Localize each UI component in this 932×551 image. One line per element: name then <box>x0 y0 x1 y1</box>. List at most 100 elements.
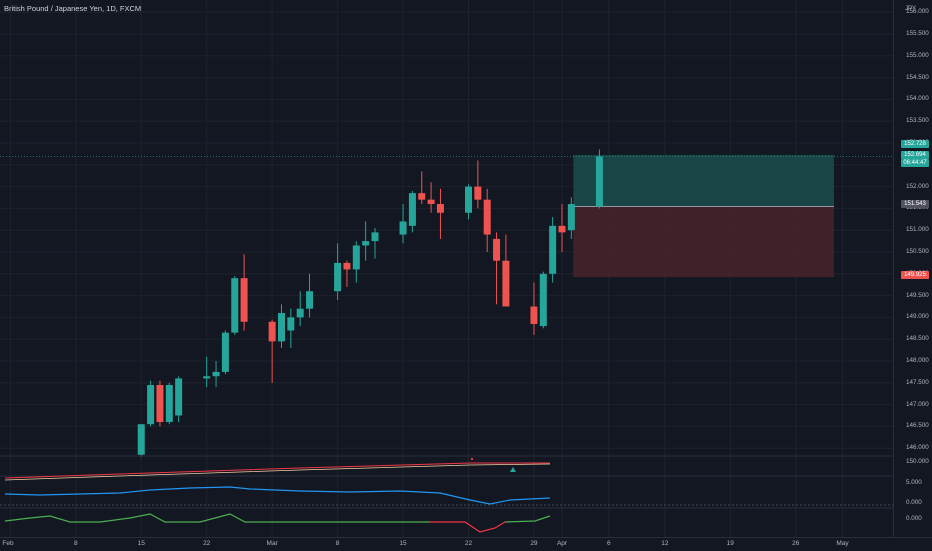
candle <box>306 273 314 318</box>
candle <box>296 291 304 327</box>
oscillator-line-green <box>4 513 430 523</box>
loss-zone <box>573 206 834 278</box>
profit-zone <box>573 154 834 207</box>
price-tick-label: 154.000 <box>906 95 929 103</box>
time-tick-label: 8 <box>335 540 340 547</box>
candle <box>530 282 538 335</box>
candle-body <box>221 332 229 372</box>
time-tick-label: May <box>836 540 849 547</box>
indicator-tick-label: 0.000 <box>906 515 922 522</box>
price-tick-label: 155.500 <box>906 30 929 37</box>
time-tick-label: 26 <box>792 540 800 547</box>
candle-body <box>530 306 538 324</box>
oscillator-line-green <box>504 515 551 523</box>
candle-body <box>352 245 360 270</box>
price-tick-label: 146.500 <box>906 422 929 430</box>
candle-body <box>212 371 220 377</box>
indicator-panes <box>0 455 893 533</box>
chart-grid <box>0 0 893 537</box>
countdown-tag: 06:44:47 <box>901 159 929 167</box>
candle <box>371 228 379 259</box>
oscillator-line-blue <box>4 486 551 505</box>
candle-body <box>549 225 557 274</box>
price-tick-label: 153.500 <box>906 117 929 125</box>
time-tick-label: Feb <box>2 540 14 547</box>
last-price-tag: 152.694 <box>901 151 929 159</box>
candle-body <box>418 193 426 200</box>
time-tick-label: 29 <box>530 540 538 547</box>
price-tick-label: 149.500 <box>906 291 929 299</box>
candle <box>343 260 351 287</box>
candle-body <box>278 313 285 342</box>
candle <box>334 243 342 300</box>
time-tick-label: Mar <box>266 540 278 547</box>
price-tick-label: 155.000 <box>906 51 929 59</box>
signal-marker <box>471 458 473 460</box>
candle <box>175 376 183 423</box>
candle <box>231 275 239 335</box>
price-tick-label: 154.500 <box>906 73 929 81</box>
candle <box>427 182 435 213</box>
candle-body <box>465 186 472 213</box>
candle <box>502 234 510 307</box>
oscillator-line-red <box>430 521 506 533</box>
candle <box>483 188 491 252</box>
candle <box>287 308 295 348</box>
candle <box>549 217 557 283</box>
candle-body <box>296 308 304 318</box>
candle <box>240 254 248 331</box>
signal-marker <box>510 467 516 472</box>
time-tick-label: 19 <box>726 540 734 547</box>
candle-body <box>427 199 435 205</box>
time-tick-label: 15 <box>137 540 145 547</box>
candle-body <box>175 378 183 416</box>
symbol-title: British Pound / Japanese Yen, 1D, FXCM <box>4 4 142 13</box>
candle-body <box>147 384 155 425</box>
price-tick-label: 152.000 <box>906 182 929 190</box>
candle-body <box>483 199 491 235</box>
candle-body <box>203 376 211 379</box>
price-tick-label: 156.000 <box>906 8 929 16</box>
price-tick-label: 147.000 <box>906 400 929 408</box>
candlestick-series <box>137 149 603 457</box>
candle <box>352 241 360 283</box>
price-tick-label: 149.000 <box>906 313 929 321</box>
ma-line-red <box>4 462 550 479</box>
candle <box>362 221 370 261</box>
indicator-tick-label: 0.000 <box>906 499 922 506</box>
currency-label: JPY <box>905 6 917 12</box>
price-tick-label: 146.000 <box>906 444 929 452</box>
candle-body <box>334 262 342 292</box>
candle-body <box>474 186 482 200</box>
candle <box>212 361 220 388</box>
indicator-tick-label: 5.000 <box>906 479 922 486</box>
candle-body <box>539 273 547 327</box>
indicator-tick-label: 150.000 <box>906 458 929 465</box>
candle-body <box>137 424 145 455</box>
candle-body <box>493 238 501 261</box>
candle <box>399 204 407 244</box>
candle <box>147 380 155 427</box>
long-position-tool <box>0 154 893 278</box>
candle-body <box>156 384 164 423</box>
candle <box>165 382 173 425</box>
candle-body <box>399 221 407 235</box>
candle-body <box>371 232 379 242</box>
candle <box>137 424 145 457</box>
candle <box>156 380 164 427</box>
candle <box>408 190 416 233</box>
candle-body <box>231 278 239 333</box>
candle-body <box>343 262 351 270</box>
candle <box>558 204 566 252</box>
candle <box>221 330 229 375</box>
time-tick-label: 12 <box>661 540 669 547</box>
candle-body <box>567 204 575 231</box>
candle-body <box>240 278 248 322</box>
entry-price-tag: 151.543 <box>901 200 929 208</box>
candle <box>418 171 426 205</box>
candle-body <box>408 193 416 226</box>
price-tick-label: 151.000 <box>906 226 929 234</box>
price-scale[interactable]: 156.000 155.500 155.000 154.500 154.000 153.5… <box>893 0 932 537</box>
time-axis[interactable]: Feb 8 15 22 Mar 8 15 22 29 Apr 6 12 19 26 May <box>0 537 932 551</box>
